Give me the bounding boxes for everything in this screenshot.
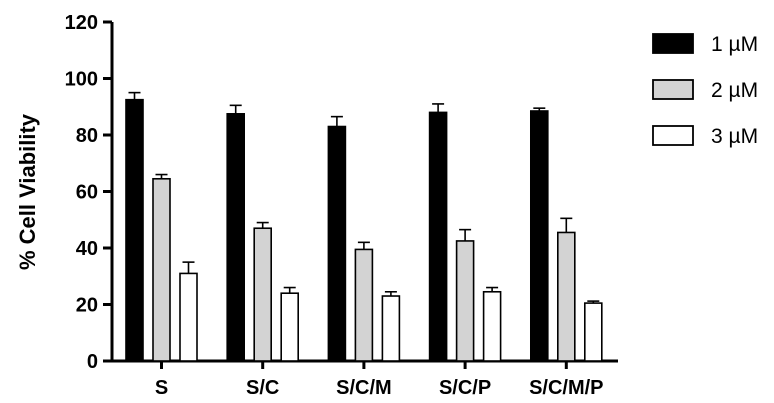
legend-swatch xyxy=(652,79,694,100)
bar xyxy=(529,110,549,362)
y-tick-label: 40 xyxy=(76,238,98,260)
legend-label: 2 µM xyxy=(711,79,758,102)
bar xyxy=(280,292,300,362)
x-tick-label: S/C xyxy=(246,377,279,399)
y-axis-label: % Cell Viability xyxy=(15,113,40,270)
bar xyxy=(253,227,272,362)
bar xyxy=(583,302,603,362)
bar xyxy=(327,125,347,362)
legend-label: 1 µM xyxy=(711,33,758,56)
bar xyxy=(354,248,374,362)
bar xyxy=(179,272,198,362)
bar xyxy=(381,295,401,362)
bar xyxy=(226,113,245,362)
labels: 0 20 40 60 80 100 120 S S/C S/C/M S/C/P S/C/M/P xyxy=(65,12,604,399)
legend: 1 µM 2 µM 3 µM xyxy=(652,33,758,148)
bar xyxy=(482,290,502,362)
x-tick-label: S/C/M xyxy=(336,377,392,399)
bar xyxy=(556,231,576,362)
y-tick-label: 0 xyxy=(87,351,98,373)
x-tick-label: S xyxy=(155,377,168,399)
bar xyxy=(152,177,171,362)
x-tick-label: S/C/M/P xyxy=(529,377,603,399)
bars xyxy=(125,91,603,362)
legend-swatch xyxy=(652,125,694,146)
y-tick-label: 100 xyxy=(65,69,98,91)
bar xyxy=(455,240,475,362)
legend-swatch xyxy=(652,33,694,54)
x-tick-label: S/C/P xyxy=(439,377,491,399)
bar xyxy=(428,111,448,362)
legend-label: 3 µM xyxy=(711,125,758,148)
bar xyxy=(125,98,144,362)
y-tick-label: 120 xyxy=(65,12,98,34)
y-tick-label: 20 xyxy=(76,295,98,317)
y-tick-label: 80 xyxy=(76,125,98,147)
y-tick-label: 60 xyxy=(76,182,98,204)
